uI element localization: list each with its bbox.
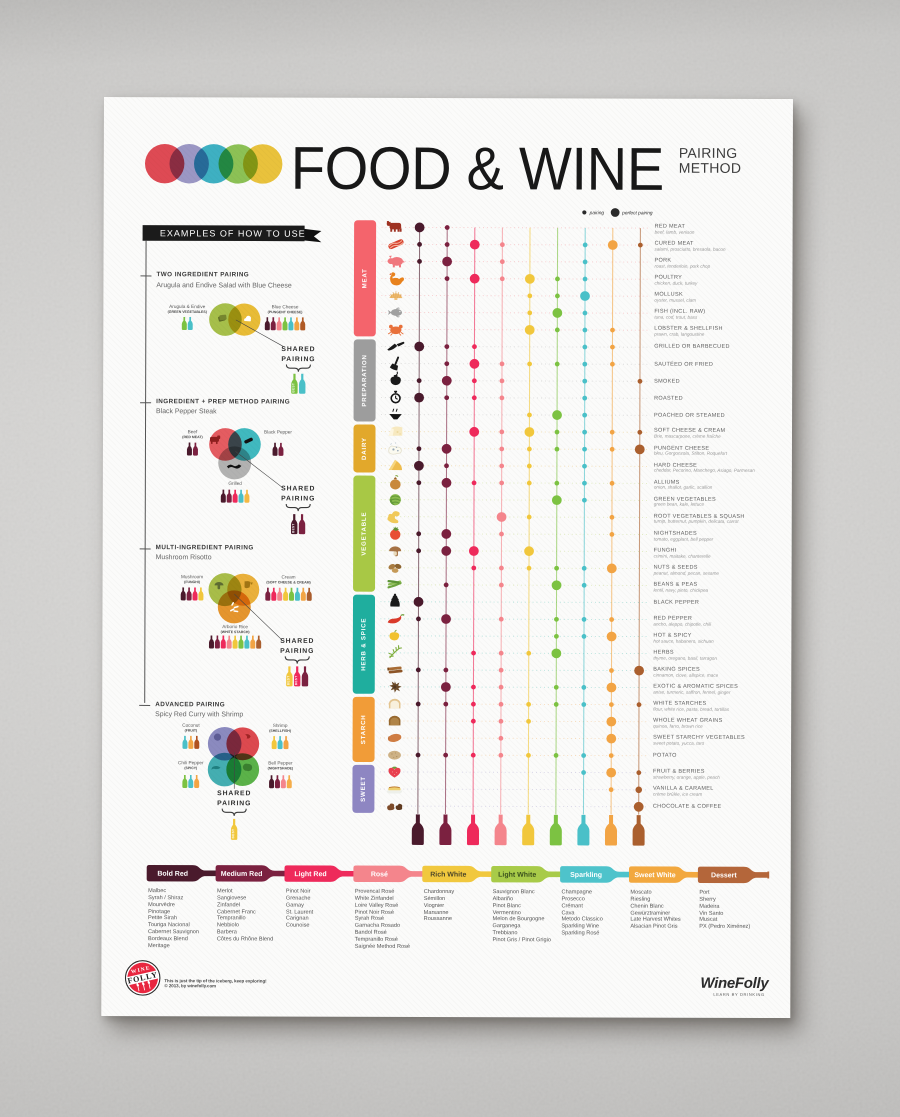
svg-text:PAIRING: PAIRING bbox=[281, 356, 315, 363]
svg-text:pairing: pairing bbox=[589, 210, 605, 216]
svg-text:PAIRING: PAIRING bbox=[217, 800, 251, 807]
svg-text:PAIRING: PAIRING bbox=[280, 647, 314, 654]
svg-text:Dessert: Dessert bbox=[711, 872, 737, 879]
svg-text:PREPARATION: PREPARATION bbox=[361, 354, 368, 406]
svg-text:Arugula & Endive: Arugula & Endive bbox=[169, 303, 206, 308]
svg-text:SWEET: SWEET bbox=[360, 776, 367, 802]
svg-text:VEGETABLE: VEGETABLE bbox=[361, 511, 368, 555]
svg-text:(FUNGHI): (FUNGHI) bbox=[184, 580, 200, 584]
svg-text:Shrimp: Shrimp bbox=[273, 723, 288, 728]
svg-text:Grilled: Grilled bbox=[228, 480, 242, 485]
svg-text:Arborio Rice: Arborio Rice bbox=[222, 624, 248, 629]
svg-text:HERB & SPICE: HERB & SPICE bbox=[360, 617, 367, 670]
svg-text:SHARED: SHARED bbox=[281, 485, 315, 492]
svg-text:SHARED: SHARED bbox=[280, 637, 314, 644]
svg-text:(SOFT CHEESE & CREAM): (SOFT CHEESE & CREAM) bbox=[266, 580, 310, 584]
svg-text:Mushroom: Mushroom bbox=[181, 574, 203, 579]
svg-text:(SHELLFISH): (SHELLFISH) bbox=[269, 728, 291, 732]
svg-text:Black Pepper: Black Pepper bbox=[264, 429, 292, 434]
svg-text:Cream: Cream bbox=[282, 574, 296, 579]
svg-text:Bold Red: Bold Red bbox=[157, 870, 188, 877]
svg-text:Chili Pepper: Chili Pepper bbox=[178, 760, 204, 765]
svg-text:Rich White: Rich White bbox=[430, 871, 466, 878]
svg-text:Medium Red: Medium Red bbox=[221, 870, 263, 877]
svg-text:DAIRY: DAIRY bbox=[361, 437, 368, 460]
svg-text:BEST: BEST bbox=[294, 675, 298, 685]
svg-text:(NIGHTSHADE): (NIGHTSHADE) bbox=[268, 766, 293, 770]
svg-text:STARCH: STARCH bbox=[360, 714, 367, 744]
svg-text:Light White: Light White bbox=[498, 871, 536, 878]
svg-text:(SPICY): (SPICY) bbox=[184, 766, 197, 770]
svg-text:Light Red: Light Red bbox=[294, 871, 326, 878]
svg-text:PAIRING: PAIRING bbox=[281, 495, 315, 502]
svg-text:Coconut: Coconut bbox=[182, 722, 200, 727]
svg-text:BEST: BEST bbox=[231, 828, 235, 838]
svg-text:WINE: WINE bbox=[131, 965, 152, 975]
svg-text:BEST: BEST bbox=[286, 675, 290, 685]
svg-text:perfect pairing: perfect pairing bbox=[621, 210, 653, 216]
svg-text:SHARED: SHARED bbox=[217, 790, 251, 797]
svg-text:Sweet White: Sweet White bbox=[634, 872, 675, 879]
svg-text:MEAT: MEAT bbox=[361, 268, 368, 288]
svg-text:(PUNGENT CHEESE): (PUNGENT CHEESE) bbox=[268, 310, 303, 314]
svg-text:(RED MEAT): (RED MEAT) bbox=[182, 435, 202, 439]
svg-text:(FRUIT): (FRUIT) bbox=[185, 728, 198, 732]
svg-text:BEST: BEST bbox=[291, 382, 295, 392]
svg-text:Bell Pepper: Bell Pepper bbox=[268, 760, 293, 765]
svg-text:Blue Cheese: Blue Cheese bbox=[272, 304, 299, 309]
svg-text:EXAMPLES OF HOW TO USE: EXAMPLES OF HOW TO USE bbox=[160, 228, 306, 238]
svg-text:SHARED: SHARED bbox=[281, 346, 315, 353]
svg-text:Rosé: Rosé bbox=[371, 871, 388, 878]
svg-text:(GREEN VEGETABLES): (GREEN VEGETABLES) bbox=[168, 309, 207, 313]
svg-text:BEST: BEST bbox=[291, 523, 295, 533]
svg-text:Sparkling: Sparkling bbox=[570, 871, 602, 878]
svg-text:(WHITE STARCH): (WHITE STARCH) bbox=[221, 630, 250, 634]
svg-text:Beef: Beef bbox=[188, 429, 198, 434]
